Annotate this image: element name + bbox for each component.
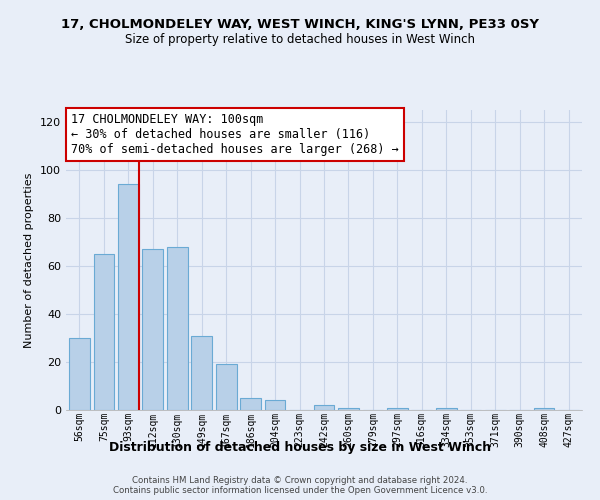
Bar <box>387 408 408 410</box>
Text: Size of property relative to detached houses in West Winch: Size of property relative to detached ho… <box>125 32 475 46</box>
Bar <box>436 408 457 410</box>
Bar <box>94 254 114 410</box>
Bar <box>167 247 188 410</box>
Bar <box>338 408 359 410</box>
Text: 17 CHOLMONDELEY WAY: 100sqm
← 30% of detached houses are smaller (116)
70% of se: 17 CHOLMONDELEY WAY: 100sqm ← 30% of det… <box>71 113 399 156</box>
Y-axis label: Number of detached properties: Number of detached properties <box>25 172 34 348</box>
Text: Contains HM Land Registry data © Crown copyright and database right 2024.
Contai: Contains HM Land Registry data © Crown c… <box>113 476 487 495</box>
Text: Distribution of detached houses by size in West Winch: Distribution of detached houses by size … <box>109 441 491 454</box>
Bar <box>534 408 554 410</box>
Bar <box>216 364 236 410</box>
Bar <box>240 398 261 410</box>
Bar <box>191 336 212 410</box>
Bar <box>69 338 90 410</box>
Bar <box>265 400 286 410</box>
Bar <box>118 184 139 410</box>
Bar <box>142 249 163 410</box>
Bar <box>314 405 334 410</box>
Text: 17, CHOLMONDELEY WAY, WEST WINCH, KING'S LYNN, PE33 0SY: 17, CHOLMONDELEY WAY, WEST WINCH, KING'S… <box>61 18 539 30</box>
